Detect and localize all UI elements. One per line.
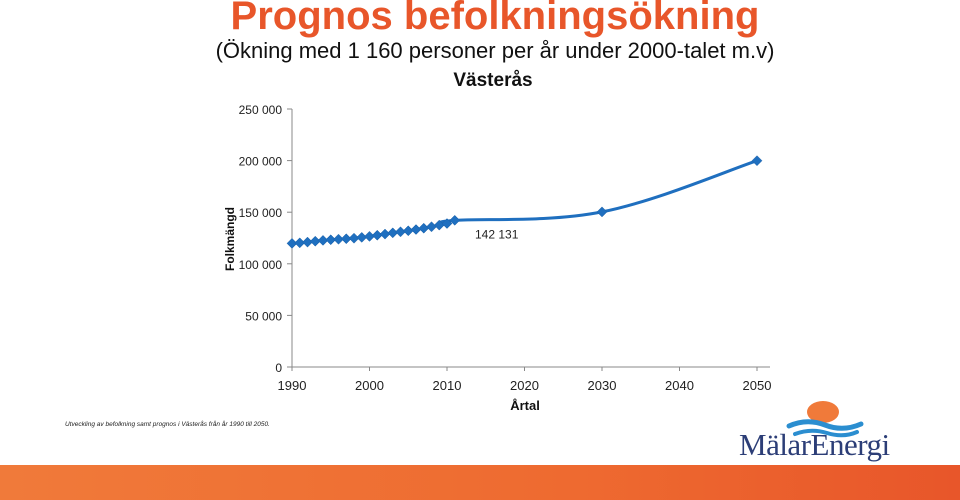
y-tick-label: 200 000	[239, 155, 283, 169]
logo-text: MälarEnergi	[739, 427, 890, 462]
data-point-marker	[426, 221, 437, 233]
data-point-marker	[596, 206, 608, 218]
x-tick-label: 2010	[433, 378, 462, 393]
y-tick-label: 50 000	[245, 309, 282, 323]
x-tick-label: 2040	[665, 378, 694, 393]
data-point-marker	[441, 218, 453, 229]
population-series-line	[291, 159, 758, 245]
x-tick-label: 2050	[743, 378, 772, 393]
data-point-marker	[751, 155, 763, 167]
chart-footnote: Utveckling av befolkning samt prognos i …	[65, 421, 270, 428]
x-tick-label: 2030	[588, 378, 617, 393]
y-tick-label: 100 000	[239, 258, 283, 272]
data-point-marker	[317, 235, 329, 246]
x-axis-title: Årtal	[510, 398, 540, 413]
data-point-marker	[325, 234, 337, 246]
data-point-marker	[449, 214, 461, 226]
data-label-142131: 142 131	[475, 227, 519, 241]
data-point-marker	[410, 224, 422, 235]
slide-title: Prognos befolkningsökning	[230, 0, 760, 38]
data-point-marker	[364, 230, 375, 242]
data-point-marker	[402, 225, 414, 237]
data-point-marker	[294, 237, 306, 249]
x-tick-label: 1990	[278, 378, 307, 393]
y-tick-label: 150 000	[239, 206, 283, 220]
x-tick-label: 2000	[355, 378, 384, 393]
slide-subtitle: (Ökning med 1 160 personer per år under …	[215, 38, 775, 63]
x-tick-label: 2020	[510, 378, 539, 393]
chart-title: Västerås	[453, 70, 532, 91]
data-point-marker	[418, 222, 430, 234]
malarenergi-logo: MälarEnergi	[735, 400, 925, 464]
bottom-accent-bar	[0, 465, 960, 500]
y-tick-label: 0	[275, 361, 282, 375]
y-tick-label: 250 000	[239, 103, 283, 117]
logo-sun-wave-icon	[786, 401, 864, 438]
data-point-marker	[340, 233, 352, 245]
data-point-marker	[333, 233, 344, 245]
data-point-marker	[371, 229, 383, 241]
y-axis-title: Folkmängd	[223, 207, 237, 271]
data-point-marker	[379, 228, 391, 240]
data-point-marker	[286, 238, 298, 249]
